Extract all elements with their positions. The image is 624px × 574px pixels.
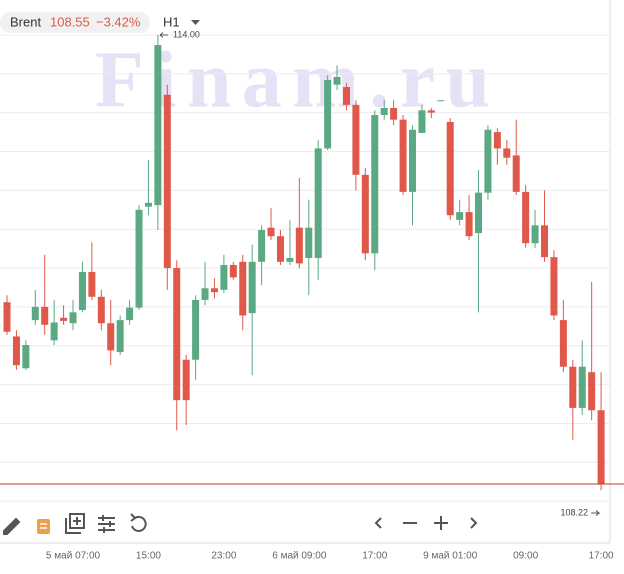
x-tick-label: 9 май 01:00 (423, 551, 478, 562)
candle-body (371, 114, 379, 254)
nav-right[interactable] (470, 517, 478, 529)
annotation-arrow (159, 32, 168, 38)
add-tool[interactable] (69, 513, 85, 529)
candle-body (173, 268, 181, 401)
candle-body (126, 307, 134, 321)
candle-body (503, 148, 511, 158)
pencil-tool[interactable] (3, 517, 21, 535)
candle-body (569, 366, 577, 408)
undo-tool[interactable] (131, 515, 147, 532)
candle-body (493, 132, 501, 149)
candle-body (286, 257, 294, 262)
candle-body (135, 209, 143, 308)
settings-knobs (102, 515, 111, 533)
x-tick-label: 6 май 09:00 (272, 551, 327, 562)
x-tick-label: 5 май 07:00 (46, 551, 101, 562)
candle-body (3, 302, 11, 332)
candle-body (427, 110, 435, 113)
candle-body (578, 366, 586, 408)
candle-body (210, 288, 218, 293)
candle-body (352, 104, 360, 175)
undo-arrow (130, 513, 137, 522)
candle-body (399, 119, 407, 192)
symbol: Brent (10, 14, 41, 29)
x-tick-label: 17:00 (362, 551, 387, 562)
candle-body (531, 225, 539, 244)
candle-body (239, 261, 247, 316)
candle-body (12, 336, 20, 366)
candle-body (512, 155, 520, 192)
candle-body (314, 148, 322, 258)
price: 108.55 (50, 14, 90, 29)
candle-body (22, 344, 30, 369)
candle-body (107, 323, 115, 351)
x-tick-label: 17:00 (589, 551, 614, 562)
candle-body (295, 227, 303, 264)
candle-body (559, 320, 567, 367)
candle-body (465, 212, 473, 237)
candle-body (41, 306, 49, 325)
candle-body (550, 257, 558, 316)
annotation-label: 114.00 (173, 29, 200, 39)
candle-body (144, 202, 152, 207)
candle-body (220, 264, 228, 290)
candle-body (182, 359, 190, 401)
candle-body (446, 121, 454, 216)
candle-body (437, 100, 445, 102)
candle-body (154, 45, 162, 206)
annotation-label: 108.22 (560, 507, 588, 517)
add-frame (65, 518, 81, 534)
candle-body (361, 174, 369, 254)
candle-body (60, 317, 68, 321)
candle-body (484, 129, 492, 193)
x-tick-label: 23:00 (211, 551, 236, 562)
toolbar (3, 513, 478, 535)
candle-body (229, 264, 237, 278)
nav-left[interactable] (374, 517, 382, 529)
candle-body (88, 271, 96, 297)
candle-body (390, 108, 398, 120)
candle-body (408, 129, 416, 192)
candle-body (418, 110, 426, 133)
interval[interactable]: H1 (163, 14, 180, 29)
symbol-pill[interactable] (0, 12, 150, 33)
candle-body (163, 94, 171, 269)
candle-body (78, 271, 86, 311)
candle-body (116, 320, 124, 352)
candle-body (69, 312, 77, 324)
candle-body (380, 108, 388, 115)
candle-body (475, 192, 482, 234)
candle-body (267, 227, 275, 237)
candle-body (333, 76, 341, 85)
candle-body (456, 212, 464, 220)
candle-body (342, 87, 350, 105)
notes-lines (40, 523, 47, 529)
candle-body (192, 299, 200, 360)
interval-dropdown[interactable] (191, 20, 200, 25)
candle-body (50, 322, 58, 341)
candle-body (588, 372, 596, 411)
candle-body (597, 410, 605, 485)
candle-body (31, 306, 39, 321)
candle-body (258, 229, 266, 262)
change: −3.42% (96, 14, 141, 29)
settings-tool[interactable] (98, 517, 115, 531)
candle-body (97, 296, 105, 324)
candle-body (541, 225, 549, 258)
candle-body (248, 261, 256, 314)
x-tick-label: 09:00 (513, 551, 538, 562)
annotation-arrow (591, 510, 601, 516)
candle-body (324, 80, 332, 149)
notes-tool[interactable] (37, 519, 50, 534)
candle-body (201, 288, 209, 300)
candle-body (276, 236, 284, 262)
candle-body (305, 227, 313, 258)
add-plus (73, 517, 81, 525)
candle-body (522, 191, 530, 244)
x-tick-label: 15:00 (136, 551, 161, 562)
zoom-in[interactable] (434, 516, 448, 530)
